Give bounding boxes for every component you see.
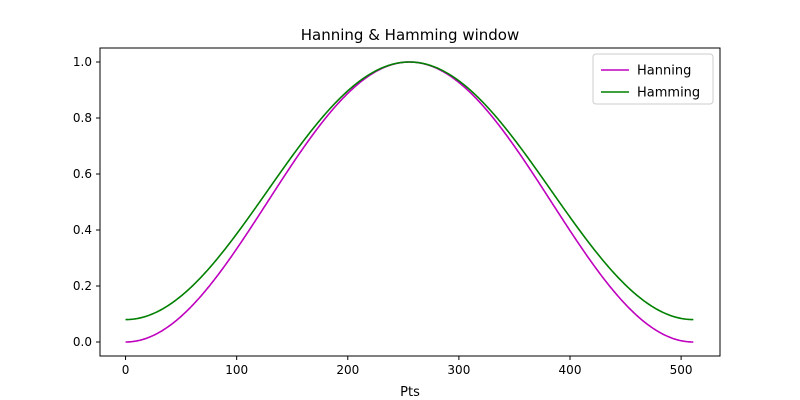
y-axis-ticks: 0.0 0.2 0.4 0.6 0.8 1.0 (73, 55, 100, 349)
plot-frame (99, 47, 721, 357)
y-tick-label: 1.0 (73, 55, 92, 69)
x-tick-label: 500 (670, 363, 693, 377)
chart-title: Hanning & Hamming window (301, 26, 519, 44)
y-tick-label: 0.2 (73, 279, 92, 293)
x-axis-ticks: 0 100 200 300 400 500 (122, 356, 693, 377)
x-tick-label: 200 (336, 363, 359, 377)
legend: Hanning Hamming (592, 53, 714, 105)
y-tick-label: 0.8 (73, 111, 92, 125)
series-line-hamming (125, 61, 694, 321)
x-tick-label: 100 (225, 363, 248, 377)
x-axis-label: Pts (400, 385, 420, 400)
legend-label-hamming: Hamming (637, 86, 700, 101)
x-tick-label: 300 (447, 363, 470, 377)
legend-label-hanning: Hanning (637, 64, 691, 79)
series-layer (125, 61, 694, 343)
x-tick-label: 0 (122, 363, 130, 377)
y-tick-label: 0.6 (73, 167, 92, 181)
x-tick-label: 400 (559, 363, 582, 377)
y-tick-label: 0.4 (73, 223, 92, 237)
y-tick-label: 0.0 (73, 335, 92, 349)
